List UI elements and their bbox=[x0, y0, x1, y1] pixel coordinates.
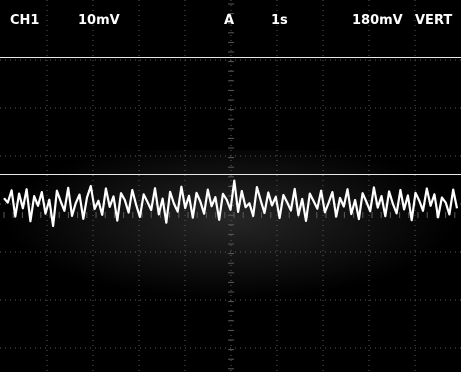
trigger-level-readout: 180mV bbox=[352, 13, 403, 28]
volts-per-div-readout: 10mV bbox=[78, 13, 120, 28]
signal-trace bbox=[3, 179, 459, 228]
channel-label: CH1 bbox=[10, 13, 40, 28]
status-bar: CH1 10mV A 1s 180mV VERT bbox=[0, 0, 461, 50]
trigger-level-line-top bbox=[0, 57, 461, 58]
time-per-div-readout: 1s bbox=[271, 13, 288, 28]
display-mode-label: VERT bbox=[415, 13, 453, 28]
trigger-level-line bbox=[0, 174, 461, 175]
trigger-source-label: A bbox=[224, 13, 235, 28]
